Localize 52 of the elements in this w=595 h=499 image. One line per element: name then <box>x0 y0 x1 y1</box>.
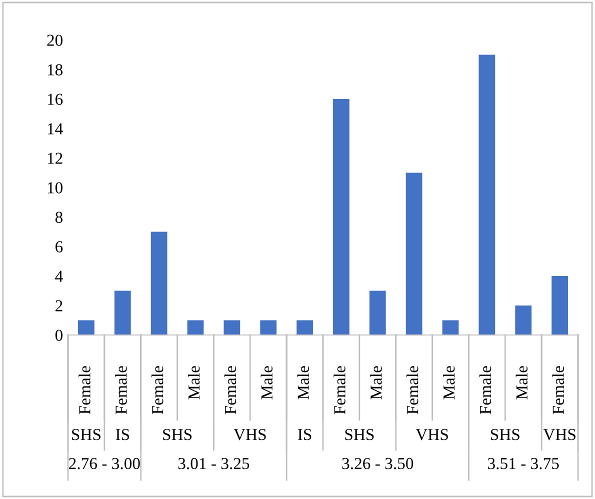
x-tick-label: Male <box>370 366 382 400</box>
bar <box>224 320 240 335</box>
text: SHS <box>345 428 374 440</box>
x-tick-label: Male <box>516 366 528 400</box>
bar <box>333 99 350 335</box>
x-tick-label: Female <box>224 366 236 414</box>
text: IS <box>116 428 130 440</box>
text: 3.51 - 3.75 <box>488 458 559 470</box>
y-tick-label: 20 <box>47 34 63 46</box>
text: SHS <box>490 428 520 440</box>
bar <box>150 232 168 335</box>
y-tick-label: 0 <box>55 330 63 341</box>
y-tick-label: 6 <box>56 241 63 252</box>
text: 3.01 - 3.25 <box>178 458 250 470</box>
text: VHS <box>543 428 576 440</box>
text: 2.76 - 3.00 <box>69 458 140 470</box>
text: VHS <box>234 428 266 440</box>
text: VHS <box>416 428 448 440</box>
x-tick-label: Female <box>115 366 127 414</box>
text: SHS <box>163 428 192 440</box>
bar <box>78 320 94 335</box>
x-tick-label: Female <box>78 366 90 414</box>
y-tick-label: 2 <box>56 300 62 312</box>
x-tick-label: Female <box>552 366 564 414</box>
x-tick-label: Female <box>152 366 164 414</box>
bar <box>187 320 204 335</box>
y-tick-label: 14 <box>48 123 63 134</box>
y-tick-label: 4 <box>55 270 63 282</box>
x-tick-label: Male <box>297 366 309 400</box>
x-tick-label: Male <box>260 366 273 400</box>
bar <box>515 306 532 335</box>
bar <box>442 320 459 335</box>
y-tick-label: 8 <box>55 212 63 223</box>
y-tick-label: 12 <box>48 152 62 164</box>
bar <box>369 290 386 335</box>
bar <box>114 290 131 335</box>
x-tick-label: Male <box>188 366 200 400</box>
bar <box>260 320 277 335</box>
bar <box>478 54 496 335</box>
text: SHS <box>72 428 100 440</box>
x-tick-label: Female <box>406 366 418 414</box>
bar <box>406 172 422 335</box>
y-tick-label: 16 <box>48 94 63 105</box>
bar <box>552 276 568 335</box>
x-tick-label: Female <box>479 366 492 414</box>
x-tick-label: Male <box>442 366 455 400</box>
bar <box>296 320 313 335</box>
y-tick-label: 10 <box>48 182 63 194</box>
y-tick-label: 18 <box>48 64 63 76</box>
text: IS <box>298 428 312 440</box>
text: 3.26 - 3.50 <box>342 458 414 470</box>
x-tick-label: Female <box>334 366 346 414</box>
